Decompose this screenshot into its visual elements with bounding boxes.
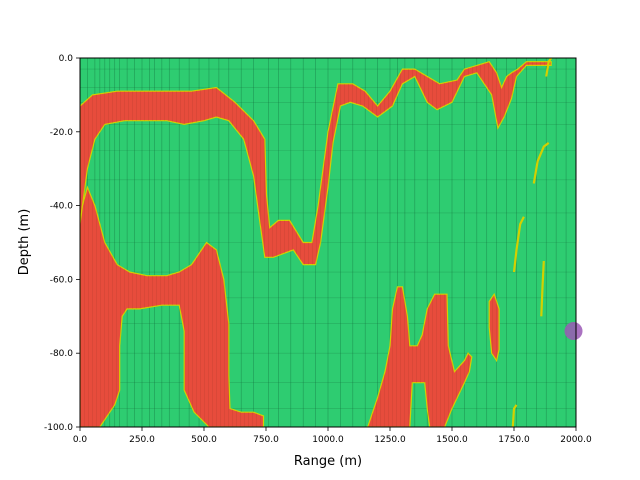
source-marker	[564, 322, 583, 341]
boundary-streak-5	[545, 58, 553, 77]
y-tick-label: -20.0	[50, 128, 74, 138]
y-axis-title: Depth (m)	[17, 209, 32, 276]
high-region-texture-1	[80, 61, 552, 265]
plot-area	[79, 57, 583, 428]
y-tick-label: 0.0	[59, 54, 74, 64]
high-region-texture-3	[367, 286, 472, 427]
x-tick-label: 1000.0	[312, 435, 344, 445]
high-region-texture-2	[80, 187, 264, 427]
y-axis: 0.0 -20.0 -40.0 -60.0 -80.0 -100.0	[44, 54, 80, 433]
boundary-streak-1	[532, 142, 550, 184]
y-tick-label: -60.0	[50, 275, 74, 285]
y-tick-label: -80.0	[50, 349, 74, 359]
boundary-streak-3	[540, 260, 545, 317]
x-tick-label: 1750.0	[498, 435, 530, 445]
high-region-texture-4	[489, 294, 500, 361]
boundary-streak-2	[512, 216, 525, 273]
x-tick-label: 500.0	[191, 435, 217, 445]
x-tick-label: 1500.0	[436, 435, 468, 445]
boundary-streak-4	[511, 404, 518, 427]
y-tick-label: -40.0	[50, 202, 74, 212]
x-tick-label: 2000.0	[560, 435, 592, 445]
x-tick-label: 0.0	[73, 435, 88, 445]
x-tick-label: 750.0	[253, 435, 279, 445]
y-tick-label: -100.0	[44, 423, 73, 433]
x-tick-label: 250.0	[129, 435, 155, 445]
x-axis: 0.0 250.0 500.0 750.0 1000.0 1250.0 1500.0 1750…	[73, 427, 592, 445]
x-axis-title: Range (m)	[294, 454, 362, 469]
x-tick-label: 1250.0	[374, 435, 406, 445]
